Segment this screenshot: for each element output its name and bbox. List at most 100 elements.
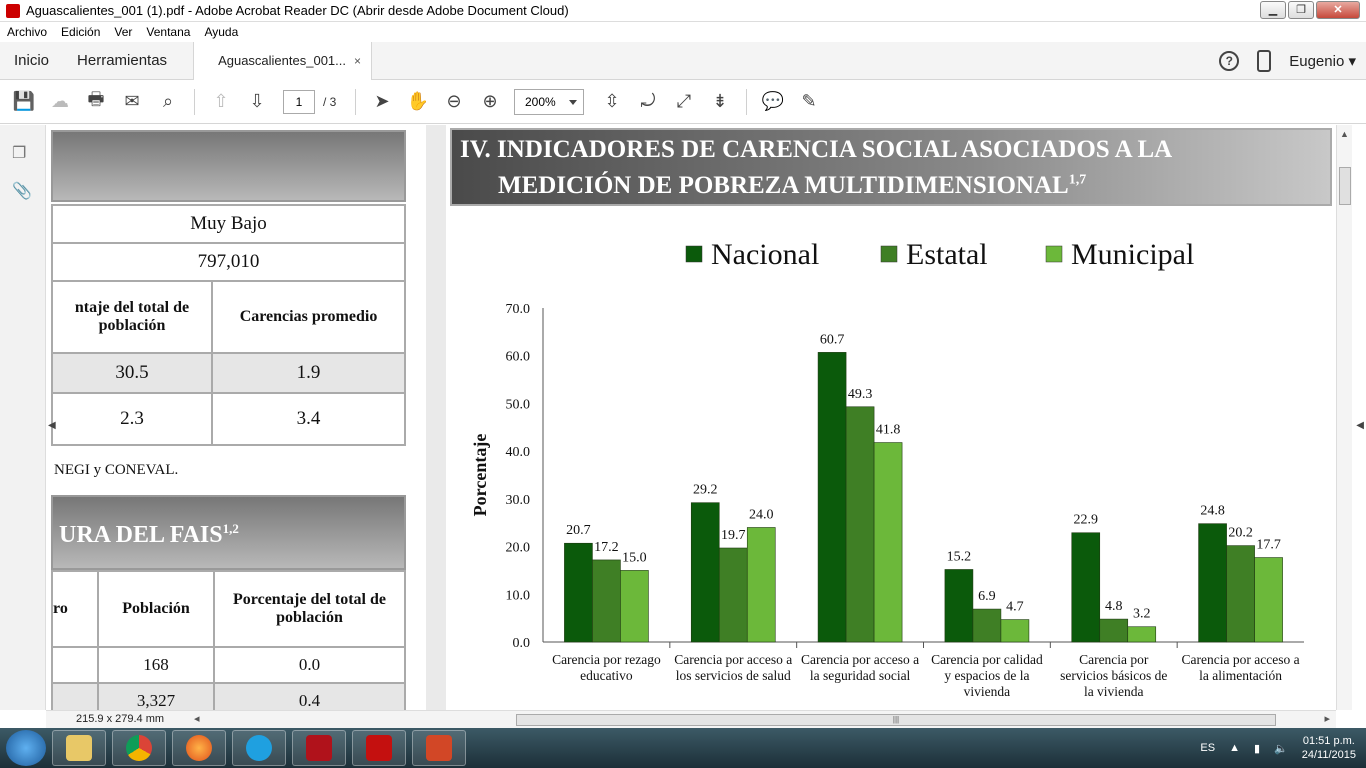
legend-swatch-nacional bbox=[685, 245, 703, 263]
scroll-right-icon[interactable]: ▸ bbox=[1324, 713, 1330, 725]
toolbar-divider bbox=[194, 88, 195, 115]
y-tick-label: 50.0 bbox=[506, 397, 531, 412]
close-window-button[interactable]: ✕ bbox=[1316, 1, 1360, 19]
scroll-up-icon[interactable]: ▲ bbox=[1340, 129, 1349, 139]
legend-label-municipal: Municipal bbox=[1071, 238, 1194, 271]
email-icon[interactable]: ✉ bbox=[124, 91, 140, 111]
zoom-in-icon[interactable]: ⊕ bbox=[482, 91, 498, 111]
horizontal-scrollbar[interactable]: 215.9 x 279.4 mm ◂ ||| ▸ bbox=[46, 710, 1336, 728]
minimize-button[interactable]: ▁ bbox=[1260, 1, 1286, 19]
comment-icon[interactable]: 💬 bbox=[761, 91, 785, 111]
bar-nacional bbox=[944, 569, 974, 643]
y-tick-label: 20.0 bbox=[506, 541, 531, 556]
mcafee-icon[interactable] bbox=[292, 730, 346, 766]
language-indicator[interactable]: ES bbox=[1200, 742, 1216, 754]
x-category-label: Carencia por rezago bbox=[552, 652, 661, 667]
windows-taskbar: ES ▲ ▮ 🔈 01:51 p.m. 24/11/2015 bbox=[0, 728, 1366, 768]
data-label: 49.3 bbox=[848, 387, 873, 402]
highlight-pen-icon[interactable]: ✎ bbox=[801, 91, 817, 111]
bar-estatal bbox=[1226, 545, 1255, 643]
tray-arrow-icon[interactable]: ▲ bbox=[1229, 742, 1240, 754]
select-cursor-icon[interactable]: ➤ bbox=[374, 91, 390, 111]
mobile-link-icon[interactable] bbox=[1257, 50, 1272, 72]
start-button-icon[interactable] bbox=[6, 730, 46, 766]
cell-pct-1: 30.5 bbox=[51, 352, 213, 394]
x-category-label: la alimentación bbox=[1199, 668, 1282, 683]
fais-cell: 3,327 bbox=[97, 682, 215, 710]
scroll-left-icon[interactable]: ◂ bbox=[194, 713, 200, 725]
data-label: 4.8 bbox=[1105, 599, 1123, 614]
data-label: 41.8 bbox=[876, 423, 901, 438]
menu-ventana[interactable]: Ventana bbox=[146, 25, 191, 39]
close-tab-icon[interactable]: × bbox=[354, 53, 362, 68]
acrobat-taskbar-icon[interactable] bbox=[352, 730, 406, 766]
chrome-icon[interactable] bbox=[112, 730, 166, 766]
x-category-label: la vivienda bbox=[1084, 684, 1144, 699]
bar-municipal bbox=[746, 527, 776, 643]
x-category-label: y espacios de la bbox=[944, 668, 1029, 683]
document-tab-label: Aguascalientes_001... bbox=[218, 53, 346, 68]
rotate-icon[interactable]: ⤾ bbox=[640, 91, 656, 111]
x-category-label: educativo bbox=[580, 668, 633, 683]
attachments-icon[interactable]: 📎 bbox=[12, 183, 32, 200]
page-total: / 3 bbox=[323, 94, 337, 109]
maximize-button[interactable]: ❐ bbox=[1288, 1, 1314, 19]
hand-tool-icon[interactable]: ✋ bbox=[406, 91, 430, 111]
page-number-input[interactable]: 1 bbox=[283, 89, 315, 114]
bar-municipal bbox=[873, 442, 903, 643]
section-heading-line1: IV. INDICADORES DE CARENCIA SOCIAL ASOCI… bbox=[460, 136, 1173, 163]
tab-document[interactable]: Aguascalientes_001... × bbox=[193, 41, 373, 80]
legend-swatch-municipal bbox=[1045, 245, 1063, 263]
toolbar-divider bbox=[746, 88, 747, 115]
bar-nacional bbox=[1198, 523, 1227, 643]
menu-edicion[interactable]: Edición bbox=[61, 25, 101, 39]
help-icon[interactable]: ? bbox=[1219, 51, 1240, 71]
tab-herramientas[interactable]: Herramientas bbox=[77, 52, 168, 69]
file-explorer-icon[interactable] bbox=[52, 730, 106, 766]
vertical-scrollbar[interactable]: ▲ bbox=[1336, 125, 1352, 710]
save-icon[interactable]: 💾 bbox=[12, 91, 36, 111]
zoom-select[interactable]: 200% bbox=[514, 88, 584, 115]
fais-cell: 168 bbox=[97, 646, 215, 684]
population-cell: 797,010 bbox=[51, 242, 406, 282]
skype-icon[interactable] bbox=[232, 730, 286, 766]
firefox-icon[interactable] bbox=[172, 730, 226, 766]
data-label: 20.2 bbox=[1228, 526, 1253, 541]
clock-date: 24/11/2015 bbox=[1301, 749, 1356, 761]
fais-header-2: Población bbox=[97, 570, 215, 648]
network-icon[interactable]: ▮ bbox=[1253, 742, 1261, 755]
data-label: 6.9 bbox=[978, 589, 996, 604]
clock[interactable]: 01:51 p.m. 24/11/2015 bbox=[1302, 734, 1356, 762]
bar-nacional bbox=[1071, 532, 1101, 643]
menu-ayuda[interactable]: Ayuda bbox=[204, 25, 239, 39]
search-icon[interactable]: ⌕ bbox=[162, 91, 174, 111]
menu-ver[interactable]: Ver bbox=[114, 25, 133, 39]
next-page-icon[interactable]: ⇩ bbox=[249, 91, 265, 111]
user-menu[interactable]: Eugenio ▾ bbox=[1289, 53, 1356, 70]
cell-avg-2: 3.4 bbox=[211, 392, 406, 446]
collapse-left-pane-icon[interactable]: ◀ bbox=[48, 420, 56, 431]
pages-thumbnail-icon[interactable]: ❐ bbox=[12, 145, 27, 162]
powerpoint-icon[interactable] bbox=[412, 730, 466, 766]
collapse-right-pane-icon[interactable]: ◀ bbox=[1356, 420, 1364, 431]
scroll-mode-icon[interactable]: ⇟ bbox=[712, 91, 728, 111]
horizontal-scroll-thumb[interactable]: ||| bbox=[516, 714, 1276, 726]
y-tick-label: 60.0 bbox=[506, 350, 531, 365]
print-icon[interactable]: 🖶 bbox=[87, 88, 105, 109]
vertical-scroll-thumb[interactable] bbox=[1339, 167, 1351, 205]
zoom-out-icon[interactable]: ⊖ bbox=[446, 91, 462, 111]
bar-nacional bbox=[690, 502, 720, 643]
x-category-label: Carencia por acceso a bbox=[1182, 652, 1300, 667]
previous-page-icon[interactable]: ⇧ bbox=[213, 91, 229, 111]
table-header-band bbox=[51, 130, 406, 202]
fais-cell: 0.4 bbox=[213, 682, 406, 710]
upload-cloud-icon[interactable]: ☁ bbox=[51, 91, 69, 111]
tab-inicio[interactable]: Inicio bbox=[14, 52, 50, 69]
user-name: Eugenio bbox=[1289, 53, 1345, 70]
fullscreen-icon[interactable]: ⤢ bbox=[676, 91, 692, 111]
page-right: IV. INDICADORES DE CARENCIA SOCIAL ASOCI… bbox=[446, 125, 1336, 710]
menu-archivo[interactable]: Archivo bbox=[7, 25, 48, 39]
volume-icon[interactable]: 🔈 bbox=[1274, 742, 1288, 755]
level-cell: Muy Bajo bbox=[51, 204, 406, 244]
fit-page-icon[interactable]: ⇳ bbox=[604, 91, 620, 111]
